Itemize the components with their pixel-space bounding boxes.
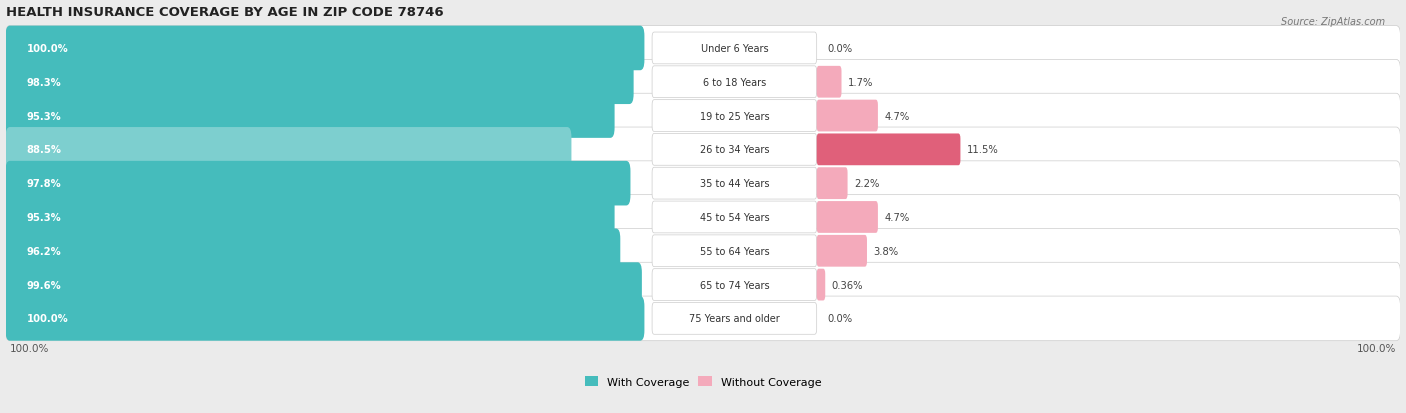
Text: 100.0%: 100.0% [1357, 343, 1396, 353]
FancyBboxPatch shape [6, 128, 571, 172]
Text: Source: ZipAtlas.com: Source: ZipAtlas.com [1281, 17, 1385, 26]
FancyBboxPatch shape [817, 66, 842, 98]
FancyBboxPatch shape [652, 235, 817, 267]
FancyBboxPatch shape [6, 94, 1400, 138]
FancyBboxPatch shape [6, 26, 644, 71]
Text: 4.7%: 4.7% [884, 111, 910, 121]
FancyBboxPatch shape [652, 303, 817, 335]
FancyBboxPatch shape [6, 229, 620, 273]
Text: 97.8%: 97.8% [27, 179, 62, 189]
FancyBboxPatch shape [652, 100, 817, 132]
FancyBboxPatch shape [6, 26, 1400, 71]
FancyBboxPatch shape [6, 60, 634, 105]
FancyBboxPatch shape [817, 134, 960, 166]
FancyBboxPatch shape [6, 161, 630, 206]
Text: HEALTH INSURANCE COVERAGE BY AGE IN ZIP CODE 78746: HEALTH INSURANCE COVERAGE BY AGE IN ZIP … [6, 5, 443, 19]
FancyBboxPatch shape [652, 168, 817, 199]
Legend: With Coverage, Without Coverage: With Coverage, Without Coverage [581, 372, 825, 392]
FancyBboxPatch shape [817, 202, 877, 233]
Text: 95.3%: 95.3% [27, 212, 62, 223]
Text: 99.6%: 99.6% [27, 280, 62, 290]
Text: 6 to 18 Years: 6 to 18 Years [703, 78, 766, 88]
Text: 0.0%: 0.0% [827, 44, 852, 54]
Text: 55 to 64 Years: 55 to 64 Years [700, 246, 769, 256]
FancyBboxPatch shape [817, 168, 848, 199]
FancyBboxPatch shape [6, 60, 1400, 105]
Text: 95.3%: 95.3% [27, 111, 62, 121]
Text: 19 to 25 Years: 19 to 25 Years [700, 111, 769, 121]
Text: 26 to 34 Years: 26 to 34 Years [700, 145, 769, 155]
FancyBboxPatch shape [817, 269, 825, 301]
Text: 96.2%: 96.2% [27, 246, 62, 256]
FancyBboxPatch shape [6, 263, 643, 307]
Text: 3.8%: 3.8% [873, 246, 898, 256]
Text: 0.0%: 0.0% [827, 313, 852, 324]
FancyBboxPatch shape [652, 66, 817, 98]
Text: 100.0%: 100.0% [27, 313, 69, 324]
FancyBboxPatch shape [652, 134, 817, 166]
Text: 45 to 54 Years: 45 to 54 Years [700, 212, 769, 223]
Text: 0.36%: 0.36% [831, 280, 863, 290]
FancyBboxPatch shape [6, 229, 1400, 273]
FancyBboxPatch shape [6, 263, 1400, 307]
Text: 88.5%: 88.5% [27, 145, 62, 155]
Text: 35 to 44 Years: 35 to 44 Years [700, 179, 769, 189]
FancyBboxPatch shape [6, 161, 1400, 206]
Text: Under 6 Years: Under 6 Years [700, 44, 768, 54]
Text: 98.3%: 98.3% [27, 78, 62, 88]
FancyBboxPatch shape [652, 33, 817, 65]
FancyBboxPatch shape [6, 297, 644, 341]
Text: 100.0%: 100.0% [10, 343, 49, 353]
FancyBboxPatch shape [817, 100, 877, 132]
FancyBboxPatch shape [652, 269, 817, 301]
FancyBboxPatch shape [6, 128, 1400, 172]
Text: 2.2%: 2.2% [853, 179, 879, 189]
FancyBboxPatch shape [652, 202, 817, 233]
Text: 11.5%: 11.5% [967, 145, 998, 155]
Text: 65 to 74 Years: 65 to 74 Years [700, 280, 769, 290]
Text: 4.7%: 4.7% [884, 212, 910, 223]
FancyBboxPatch shape [6, 195, 1400, 240]
Text: 100.0%: 100.0% [27, 44, 69, 54]
Text: 75 Years and older: 75 Years and older [689, 313, 780, 324]
FancyBboxPatch shape [6, 297, 1400, 341]
FancyBboxPatch shape [6, 195, 614, 240]
FancyBboxPatch shape [6, 94, 614, 138]
Text: 1.7%: 1.7% [848, 78, 873, 88]
FancyBboxPatch shape [817, 235, 868, 267]
